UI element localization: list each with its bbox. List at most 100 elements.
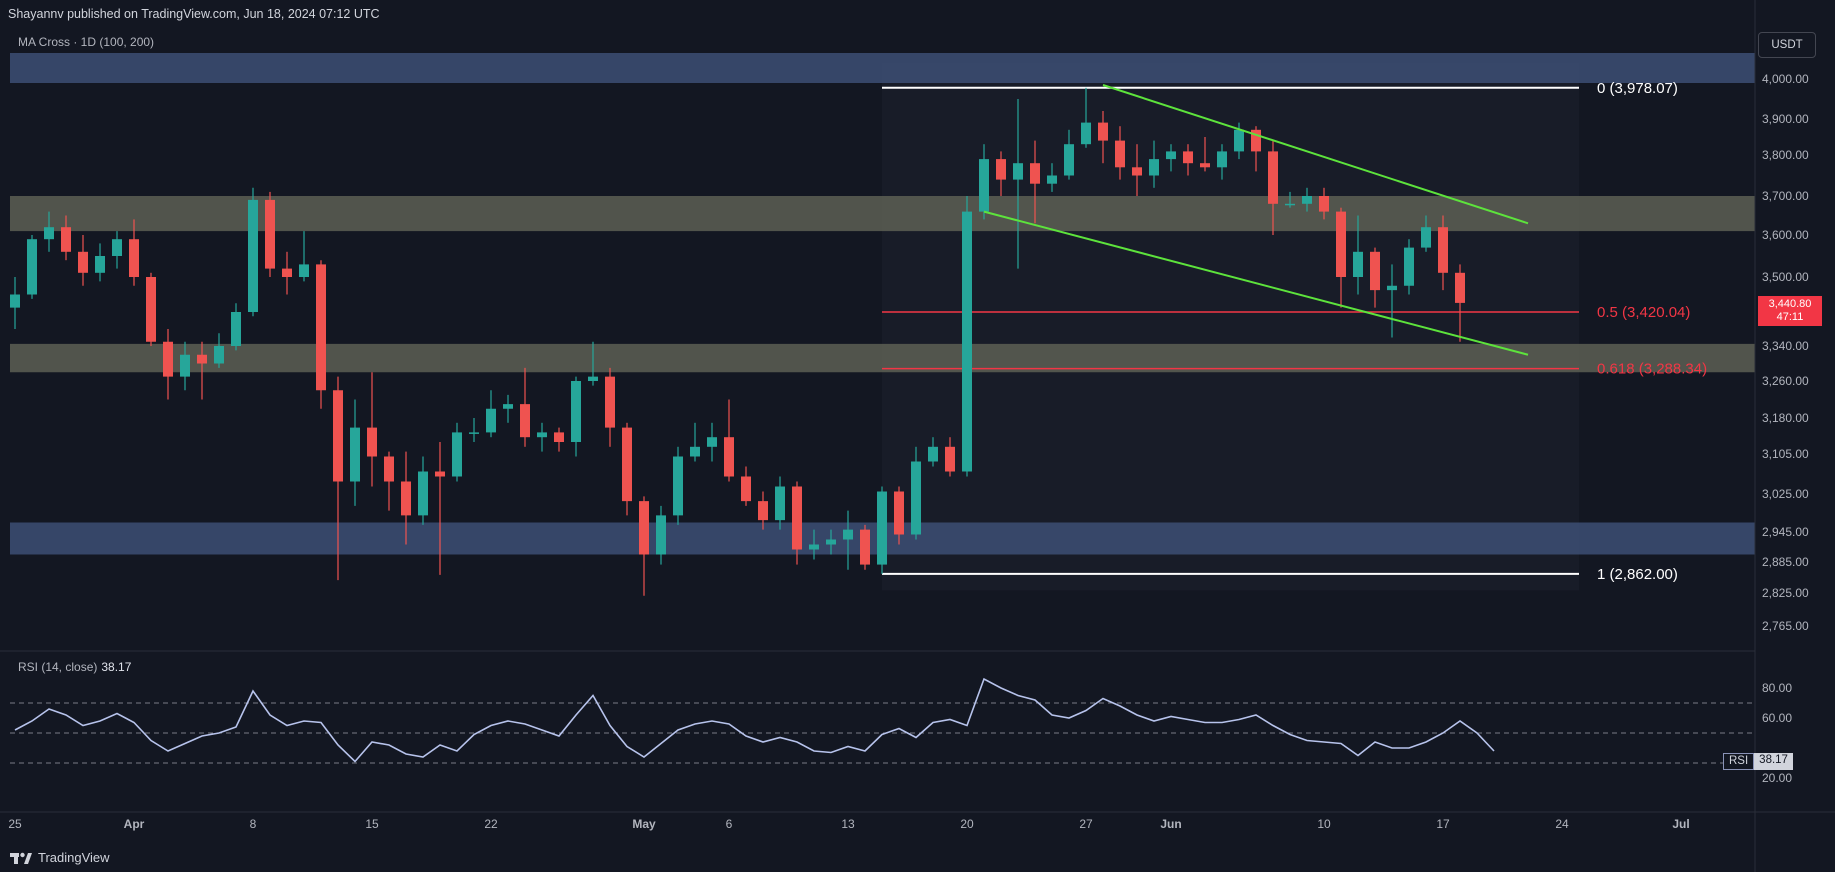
- candle-body: [1302, 196, 1312, 204]
- candle-body: [384, 456, 394, 482]
- candle-body: [95, 256, 105, 273]
- time-tick-label: 24: [1555, 817, 1569, 831]
- candle-body: [333, 390, 343, 482]
- candle-body: [1370, 251, 1380, 291]
- candle-body: [588, 376, 598, 381]
- candle-body: [1115, 140, 1125, 168]
- time-tick-label: 25: [8, 817, 22, 831]
- candle-body: [1200, 163, 1210, 168]
- candle-body: [1132, 167, 1142, 176]
- channel-layer: [983, 84, 1529, 356]
- candle-body: [1183, 151, 1193, 164]
- fib-layer: 0 (3,978.07) 0.5 (3,420.04) 0.618 (3,288.3…: [882, 80, 1707, 583]
- candle-body: [146, 277, 156, 342]
- rsi-current-value: 38.17: [101, 660, 132, 674]
- candle-body: [1421, 227, 1431, 248]
- price-tick-label: 3,340.00: [1762, 339, 1809, 353]
- channel-line-lower: [983, 210, 1529, 356]
- time-tick-label: Jun: [1160, 817, 1181, 831]
- candle-body: [877, 491, 887, 565]
- currency-button[interactable]: USDT: [1758, 32, 1816, 58]
- price-tick-label: 3,260.00: [1762, 374, 1809, 388]
- candle-body: [1047, 175, 1057, 184]
- candle-body: [792, 486, 802, 550]
- rsi-axis-tag: RSI 38.17: [1723, 753, 1793, 770]
- candle-body: [10, 294, 20, 308]
- candle-body: [469, 432, 479, 434]
- candle-body: [758, 501, 768, 521]
- indicator-legend[interactable]: MA Cross · 1D (100, 200): [18, 35, 154, 49]
- candle-body: [1166, 151, 1176, 160]
- fib-label-0: 0 (3,978.07): [1597, 80, 1678, 97]
- channel-line-upper: [1102, 84, 1529, 225]
- price-tick-label: 3,600.00: [1762, 228, 1809, 242]
- tradingview-brand[interactable]: TradingView: [10, 850, 110, 865]
- rsi-layer: [10, 677, 1755, 764]
- candle-body: [911, 461, 921, 535]
- price-tick-label: 2,825.00: [1762, 586, 1809, 600]
- candle-body: [44, 227, 54, 240]
- candle-body: [1268, 151, 1278, 204]
- candle-body: [1387, 285, 1397, 291]
- candle-body: [741, 476, 751, 502]
- candle-body: [316, 264, 326, 391]
- time-tick-label: 10: [1317, 817, 1331, 831]
- candle-body: [214, 346, 224, 364]
- last-price-tag: 3,440.80 47:11: [1758, 296, 1822, 326]
- candle-body: [673, 456, 683, 516]
- candle-body: [639, 501, 649, 555]
- candle-body: [1319, 196, 1329, 212]
- candle-body: [928, 446, 938, 462]
- candle-body: [452, 432, 462, 477]
- candle-body: [826, 539, 836, 545]
- price-tick-label: 2,885.00: [1762, 555, 1809, 569]
- price-tick-label: 2,945.00: [1762, 525, 1809, 539]
- candle-body: [1217, 151, 1227, 168]
- candle-body: [1438, 227, 1448, 273]
- indicator-name: MA Cross · 1D (100, 200): [18, 35, 155, 49]
- candle-body: [282, 268, 292, 277]
- candle-body: [1149, 159, 1159, 176]
- time-tick-label: 6: [726, 817, 733, 831]
- candle-body: [1098, 122, 1108, 141]
- candle-body: [1234, 129, 1244, 152]
- candle-body: [78, 251, 88, 273]
- brand-name: TradingView: [38, 850, 110, 865]
- candle-body: [537, 432, 547, 438]
- candle-body: [248, 199, 258, 312]
- tradingview-logo-icon: [10, 852, 32, 864]
- rsi-tag-name: RSI: [1723, 753, 1755, 770]
- price-tick-label: 3,500.00: [1762, 270, 1809, 284]
- rsi-line: [14, 677, 1495, 763]
- fib-panel: [882, 63, 1579, 591]
- time-tick-label: 8: [250, 817, 257, 831]
- candle-body: [129, 239, 139, 277]
- candle-body: [1404, 247, 1414, 286]
- candle-body: [112, 239, 122, 256]
- candle-body: [996, 159, 1006, 180]
- candle-body: [1064, 144, 1074, 176]
- candle-body: [1353, 251, 1363, 277]
- candle-body: [979, 159, 989, 212]
- fib-label-1: 1 (2,862.00): [1597, 566, 1678, 583]
- candle-body: [367, 427, 377, 457]
- candle-body: [809, 544, 819, 550]
- candle-body: [554, 432, 564, 442]
- candle-body: [27, 239, 37, 295]
- candle-body: [299, 264, 309, 277]
- time-tick-label: 17: [1436, 817, 1450, 831]
- candle-body: [1336, 211, 1346, 277]
- zone-supply-top: [10, 53, 1755, 83]
- rsi-tick-label: 60.00: [1762, 711, 1792, 725]
- candle-body: [1285, 203, 1295, 206]
- candle-body: [486, 408, 496, 433]
- candle-body: [1081, 122, 1091, 145]
- publisher-caption: Shayannv published on TradingView.com, J…: [8, 7, 380, 21]
- candle-body: [180, 354, 190, 377]
- price-tick-label: 2,765.00: [1762, 619, 1809, 633]
- rsi-legend[interactable]: RSI (14, close) 38.17: [18, 660, 131, 674]
- candle-body: [860, 529, 870, 565]
- price-tick-label: 3,800.00: [1762, 148, 1809, 162]
- rsi-name: RSI (14, close): [18, 660, 98, 674]
